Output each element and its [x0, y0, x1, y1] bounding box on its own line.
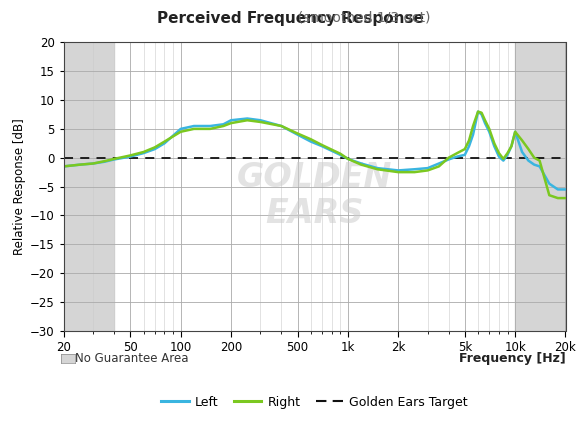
- Text: (smoothed 1/3 oct): (smoothed 1/3 oct): [149, 11, 431, 25]
- Legend: Left, Right, Golden Ears Target: Left, Right, Golden Ears Target: [157, 391, 473, 414]
- Bar: [64, 42, 114, 331]
- Bar: [515, 42, 566, 331]
- Text: GOLDEN
EARS: GOLDEN EARS: [237, 161, 392, 229]
- Text: Frequency [Hz]: Frequency [Hz]: [459, 352, 566, 365]
- Text: No Guarantee Area: No Guarantee Area: [75, 352, 189, 365]
- Y-axis label: Relative Response [dB]: Relative Response [dB]: [13, 118, 26, 255]
- Text: Perceived Frequency Response: Perceived Frequency Response: [157, 11, 423, 25]
